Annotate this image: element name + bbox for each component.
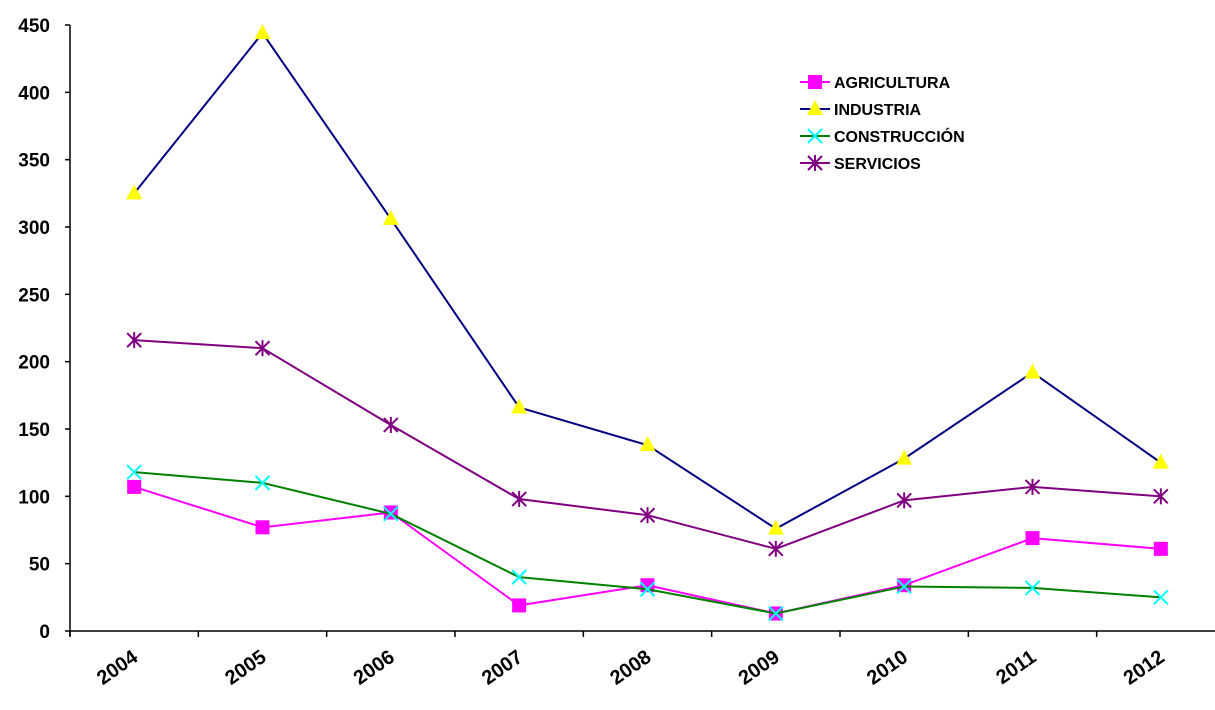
data-point-construcci-n bbox=[1153, 589, 1169, 606]
legend-marker bbox=[807, 155, 823, 171]
data-point-agricultura bbox=[255, 520, 270, 535]
y-tick-label: 200 bbox=[18, 353, 50, 374]
data-point-servicios bbox=[126, 332, 142, 349]
legend-item-construcci-n: CONSTRUCCIÓN bbox=[800, 127, 965, 146]
x-tick-label: 2005 bbox=[221, 646, 270, 690]
legend-marker bbox=[808, 75, 822, 89]
data-point-construcci-n bbox=[254, 475, 271, 491]
data-point-industria bbox=[254, 24, 271, 40]
legend: AGRICULTURA INDUSTRIA CONSTRUCCIÓN SERVICIO… bbox=[800, 75, 965, 173]
x-tick-label: 2010 bbox=[863, 646, 912, 690]
data-point-industria bbox=[767, 519, 784, 535]
data-point-industria bbox=[126, 184, 143, 200]
x-tick-label: 2008 bbox=[606, 646, 655, 690]
data-point-construcci-n bbox=[383, 506, 399, 522]
legend-item-industria: INDUSTRIA bbox=[800, 100, 922, 119]
data-point-servicios bbox=[383, 416, 399, 433]
data-point-servicios bbox=[639, 507, 656, 524]
legend-item-agricultura: AGRICULTURA bbox=[800, 75, 951, 92]
data-point-construcci-n bbox=[126, 464, 142, 480]
legend-marker bbox=[807, 128, 823, 144]
legend-item-servicios: SERVICIOS bbox=[800, 155, 921, 173]
data-point-construcci-n bbox=[511, 569, 527, 585]
legend-label: SERVICIOS bbox=[834, 156, 921, 173]
data-point-industria bbox=[896, 449, 913, 465]
series-line-agricultura bbox=[133, 485, 1161, 615]
y-tick-label: 300 bbox=[18, 218, 50, 239]
axes bbox=[65, 24, 1215, 637]
y-tick-label: 250 bbox=[18, 285, 50, 306]
data-point-agricultura bbox=[1153, 541, 1168, 556]
x-tick-label: 2012 bbox=[1120, 646, 1169, 690]
series-line-construcci-n bbox=[134, 471, 1161, 615]
data-point-industria bbox=[639, 436, 656, 452]
legend-label: INDUSTRIA bbox=[834, 102, 922, 119]
x-tick-label: 2007 bbox=[478, 646, 527, 690]
data-point-construcci-n bbox=[768, 605, 784, 622]
x-tick-label: 2006 bbox=[350, 646, 399, 690]
legend-label: CONSTRUCCIÓN bbox=[834, 127, 965, 146]
legend-marker bbox=[807, 100, 823, 115]
x-tick-label: 2004 bbox=[93, 646, 143, 690]
data-point-servicios bbox=[1024, 478, 1041, 495]
y-tick-label: 350 bbox=[18, 151, 50, 172]
tick-labels: 0 50 100 150 200 250 300 350 400 450 2004 2005 2006 2… bbox=[18, 16, 1168, 690]
y-tick-label: 150 bbox=[18, 420, 50, 441]
y-tick-label: 400 bbox=[18, 83, 50, 104]
series-construcci-n bbox=[126, 464, 1169, 622]
data-point-agricultura bbox=[127, 479, 142, 494]
data-point-construcci-n bbox=[639, 581, 656, 597]
data-point-industria bbox=[1024, 363, 1041, 379]
series-servicios bbox=[126, 332, 1169, 557]
data-point-construcci-n bbox=[896, 578, 912, 595]
x-tick-label: 2009 bbox=[735, 646, 784, 690]
x-tick-label: 2011 bbox=[992, 646, 1040, 689]
data-point-industria bbox=[511, 398, 528, 414]
data-point-agricultura bbox=[512, 598, 527, 613]
data-point-servicios bbox=[511, 491, 527, 508]
data-point-industria bbox=[382, 209, 399, 225]
y-tick-label: 450 bbox=[18, 16, 50, 37]
legend-label: AGRICULTURA bbox=[834, 75, 951, 92]
y-tick-label: 50 bbox=[29, 555, 50, 576]
data-point-construcci-n bbox=[1024, 580, 1041, 596]
y-tick-label: 0 bbox=[39, 622, 50, 643]
data-point-servicios bbox=[1153, 488, 1169, 505]
data-point-servicios bbox=[896, 492, 912, 509]
series-line-industria bbox=[133, 31, 1162, 530]
series-lines bbox=[126, 24, 1169, 622]
series-industria bbox=[126, 24, 1169, 535]
series-agricultura bbox=[127, 479, 1168, 621]
data-point-servicios bbox=[254, 340, 271, 357]
data-point-agricultura bbox=[1025, 531, 1040, 546]
y-tick-label: 100 bbox=[18, 487, 50, 508]
data-point-servicios bbox=[768, 540, 784, 557]
data-point-industria bbox=[1152, 453, 1169, 469]
